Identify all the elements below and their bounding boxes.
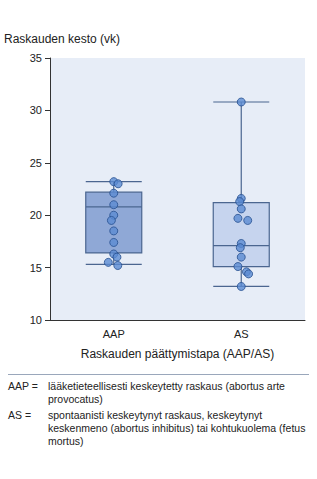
svg-text:AS: AS bbox=[234, 328, 249, 340]
html-text:lääketieteellisesti keskeytett: lääketieteellisesti keskeytetty raskaus … bbox=[48, 380, 285, 405]
html-text:spontaanisti keskeytynyt raska: spontaanisti keskeytynyt raskaus, keskey… bbox=[48, 409, 306, 447]
svg-text:35: 35 bbox=[30, 52, 42, 64]
svg-text:25: 25 bbox=[30, 157, 42, 169]
svg-text:Raskauden kesto (vk): Raskauden kesto (vk) bbox=[4, 32, 120, 46]
html-text:AAP =: AAP = bbox=[8, 380, 38, 392]
svg-text:10: 10 bbox=[30, 314, 42, 326]
svg-text:15: 15 bbox=[30, 262, 42, 274]
svg-text:20: 20 bbox=[30, 209, 42, 221]
svg-text:Raskauden päättymistapa (AAP/A: Raskauden päättymistapa (AAP/AS) bbox=[81, 347, 274, 361]
svg-text:30: 30 bbox=[30, 104, 42, 116]
svg-text:AAP: AAP bbox=[103, 328, 125, 340]
html-text:AS =: AS = bbox=[8, 409, 32, 421]
